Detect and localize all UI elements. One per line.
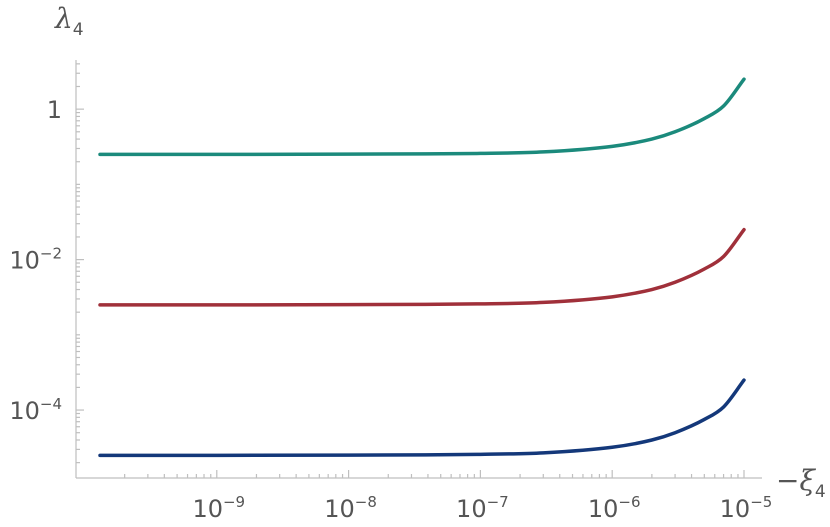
x-tick-base: 10 [324,495,355,523]
x-tick-label: 10−5 [720,493,773,523]
y-tick-base: 10 [9,397,40,425]
x-tick-base: 10 [456,495,487,523]
x-tick-label: 10−8 [324,493,377,523]
x-axis-ticks: 10−9 10−8 10−7 10−6 10−5 [124,470,773,523]
y-axis-title: λ4 [54,2,84,40]
x-tick-exponent: −7 [487,493,509,511]
x-tick-exponent: −6 [618,493,640,511]
y-axis-subscript: 4 [73,20,84,40]
series-line-1 [98,77,746,157]
y-tick-label: 1 [47,96,62,124]
x-axis-symbol: ξ [799,464,816,497]
y-tick-exponent: −4 [40,395,62,413]
x-axis-prefix: − [776,464,799,497]
y-tick-base: 10 [9,247,40,275]
series-group [98,77,746,458]
y-tick-label: 10−4 [9,395,62,425]
y-axis-ticks: 110−210−4 [9,63,84,464]
series-line-2 [98,227,746,307]
x-axis-subscript: 4 [815,482,826,502]
series-line-3 [98,378,746,458]
x-tick-exponent: −8 [355,493,377,511]
x-tick-label: 10−6 [588,493,641,523]
x-tick-base: 10 [588,495,619,523]
x-axis-title: −ξ4 [776,464,826,502]
x-tick-base: 10 [720,495,751,523]
x-tick-exponent: −9 [223,493,245,511]
x-tick-label: 10−7 [456,493,509,523]
y-tick-base: 1 [47,96,62,124]
x-tick-base: 10 [192,495,223,523]
x-tick-exponent: −5 [750,493,772,511]
y-axis-symbol: λ [54,2,73,35]
x-tick-label: 10−9 [192,493,245,523]
y-tick-exponent: −2 [40,245,62,263]
y-tick-label: 10−2 [9,245,62,275]
